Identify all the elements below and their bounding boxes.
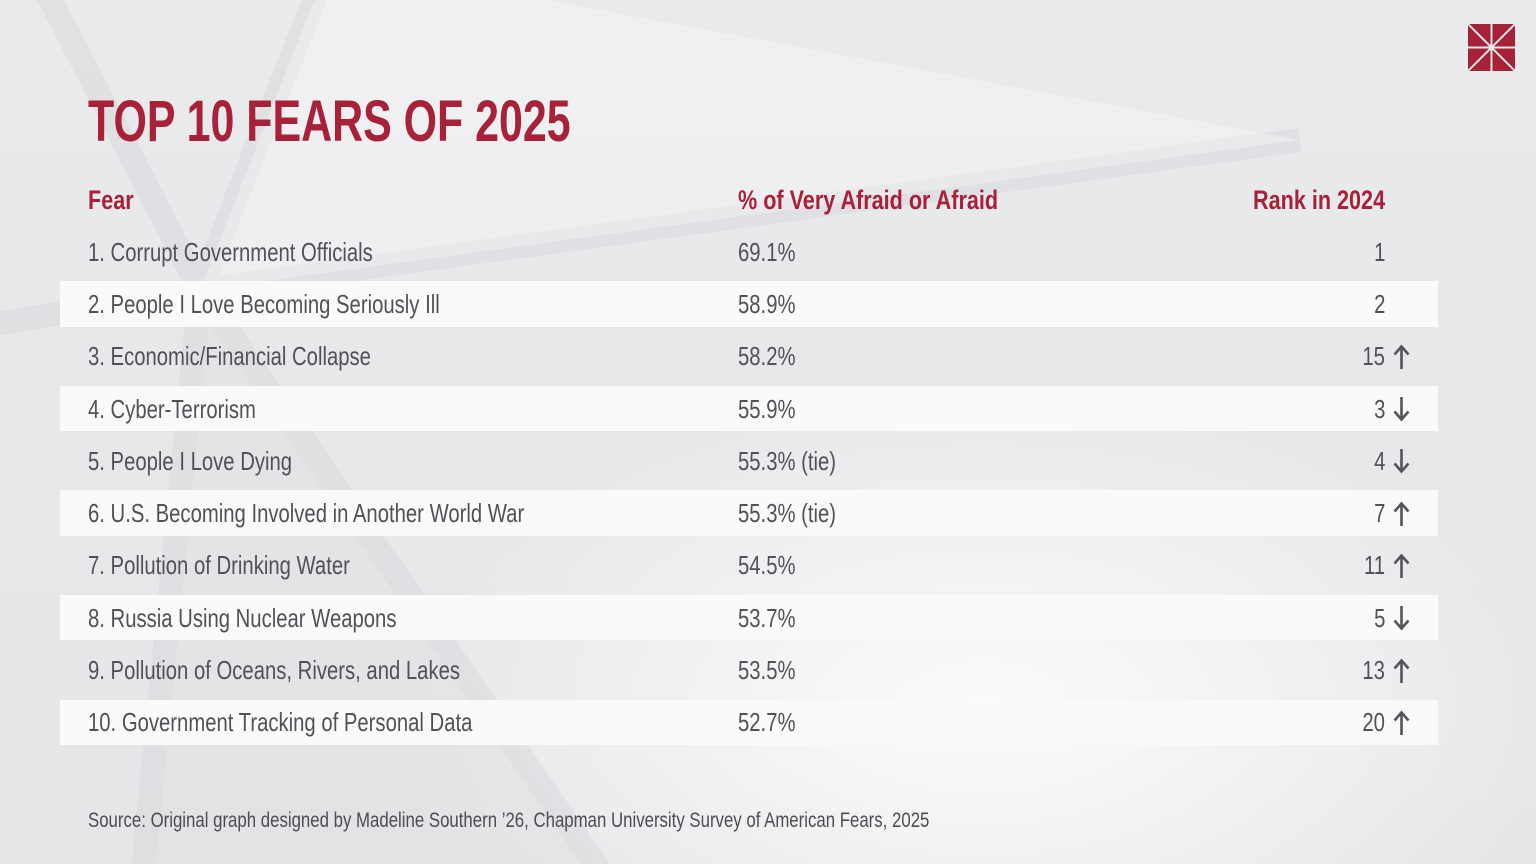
fear-label: 9. Pollution of Oceans, Rivers, and Lake… (88, 655, 461, 686)
fear-cell: 5. People I Love Dying (60, 435, 738, 487)
fear-cell: 7. Pollution of Drinking Water (60, 540, 738, 592)
rank-value: 13 (1362, 655, 1385, 686)
rank-arrow-slot (1385, 238, 1422, 266)
percent-value: 52.7% (738, 707, 796, 738)
percent-cell: 55.9% (738, 383, 1208, 435)
fear-cell: 2. People I Love Becoming Seriously Ill (60, 278, 738, 330)
table-rows: 1. Corrupt Government Officials 69.1% 1 … (60, 226, 1438, 749)
percent-value: 58.2% (738, 341, 796, 372)
fear-label: 4. Cyber-Terrorism (88, 393, 256, 424)
rank-value: 1 (1373, 236, 1385, 267)
source-credit: Source: Original graph designed by Madel… (88, 809, 930, 832)
rank-arrow-slot (1385, 290, 1422, 318)
fear-cell: 4. Cyber-Terrorism (60, 383, 738, 435)
rank-cell: 11 (1208, 540, 1438, 592)
rank-up-arrow-icon (1385, 343, 1422, 371)
table-row: 7. Pollution of Drinking Water 54.5% 11 (60, 540, 1438, 592)
rank-cell: 1 (1208, 226, 1438, 278)
fear-label: 5. People I Love Dying (88, 445, 293, 476)
rank-up-arrow-icon (1385, 500, 1422, 528)
table-row: 9. Pollution of Oceans, Rivers, and Lake… (60, 644, 1438, 696)
fear-cell: 8. Russia Using Nuclear Weapons (60, 592, 738, 644)
fear-cell: 3. Economic/Financial Collapse (60, 331, 738, 383)
percent-cell: 69.1% (738, 226, 1208, 278)
fear-label: 1. Corrupt Government Officials (88, 236, 373, 267)
fear-label: 2. People I Love Becoming Seriously Ill (88, 288, 440, 319)
fear-cell: 1. Corrupt Government Officials (60, 226, 738, 278)
table-header-row: Fear % of Very Afraid or Afraid Rank in … (60, 183, 1438, 217)
rank-up-arrow-icon (1385, 709, 1422, 737)
rank-cell: 4 (1208, 435, 1438, 487)
percent-value: 69.1% (738, 236, 796, 267)
page-title: TOP 10 FEARS OF 2025 (88, 89, 571, 154)
rank-down-arrow-icon (1385, 447, 1422, 475)
table-row: 10. Government Tracking of Personal Data… (60, 697, 1438, 749)
rank-value: 5 (1373, 602, 1385, 633)
percent-cell: 58.9% (738, 278, 1208, 330)
rank-value: 2 (1373, 288, 1385, 319)
table-row: 8. Russia Using Nuclear Weapons 53.7% 5 (60, 592, 1438, 644)
fear-cell: 9. Pollution of Oceans, Rivers, and Lake… (60, 644, 738, 696)
percent-cell: 55.3% (tie) (738, 487, 1208, 539)
table-row: 2. People I Love Becoming Seriously Ill … (60, 278, 1438, 330)
rank-value: 3 (1373, 393, 1385, 424)
percent-cell: 54.5% (738, 540, 1208, 592)
rank-down-arrow-icon (1385, 395, 1422, 423)
fear-cell: 6. U.S. Becoming Involved in Another Wor… (60, 487, 738, 539)
percent-cell: 58.2% (738, 331, 1208, 383)
percent-cell: 55.3% (tie) (738, 435, 1208, 487)
percent-value: 54.5% (738, 550, 796, 581)
rank-up-arrow-icon (1385, 657, 1422, 685)
percent-value: 53.5% (738, 655, 796, 686)
rank-value: 15 (1362, 341, 1385, 372)
fear-cell: 10. Government Tracking of Personal Data (60, 697, 738, 749)
rank-cell: 3 (1208, 383, 1438, 435)
rank-value: 20 (1362, 707, 1385, 738)
percent-value: 53.7% (738, 602, 796, 633)
header-rank: Rank in 2024 (1252, 184, 1385, 215)
fear-label: 3. Economic/Financial Collapse (88, 341, 371, 372)
percent-value: 58.9% (738, 288, 796, 319)
rank-cell: 7 (1208, 487, 1438, 539)
fear-label: 7. Pollution of Drinking Water (88, 550, 350, 581)
percent-cell: 53.5% (738, 644, 1208, 696)
rank-cell: 2 (1208, 278, 1438, 330)
table-row: 5. People I Love Dying 55.3% (tie) 4 (60, 435, 1438, 487)
percent-value: 55.3% (tie) (738, 498, 837, 529)
rank-value: 7 (1373, 498, 1385, 529)
percent-cell: 52.7% (738, 697, 1208, 749)
rank-value: 11 (1363, 550, 1385, 581)
rank-cell: 20 (1208, 697, 1438, 749)
rank-value: 4 (1373, 445, 1385, 476)
rank-cell: 5 (1208, 592, 1438, 644)
table-row: 1. Corrupt Government Officials 69.1% 1 (60, 226, 1438, 278)
table-row: 3. Economic/Financial Collapse 58.2% 15 (60, 331, 1438, 383)
table-row: 4. Cyber-Terrorism 55.9% 3 (60, 383, 1438, 435)
chapman-window-logo-icon (1468, 24, 1515, 71)
fear-label: 8. Russia Using Nuclear Weapons (88, 602, 397, 633)
header-percent: % of Very Afraid or Afraid (738, 184, 999, 215)
percent-value: 55.9% (738, 393, 796, 424)
rank-cell: 13 (1208, 644, 1438, 696)
fears-table: Fear % of Very Afraid or Afraid Rank in … (60, 183, 1438, 749)
rank-up-arrow-icon (1385, 552, 1422, 580)
fear-label: 6. U.S. Becoming Involved in Another Wor… (88, 498, 525, 529)
percent-cell: 53.7% (738, 592, 1208, 644)
percent-value: 55.3% (tie) (738, 445, 837, 476)
header-fear: Fear (88, 184, 134, 215)
fear-label: 10. Government Tracking of Personal Data (88, 707, 473, 738)
rank-down-arrow-icon (1385, 604, 1422, 632)
table-row: 6. U.S. Becoming Involved in Another Wor… (60, 487, 1438, 539)
rank-cell: 15 (1208, 331, 1438, 383)
